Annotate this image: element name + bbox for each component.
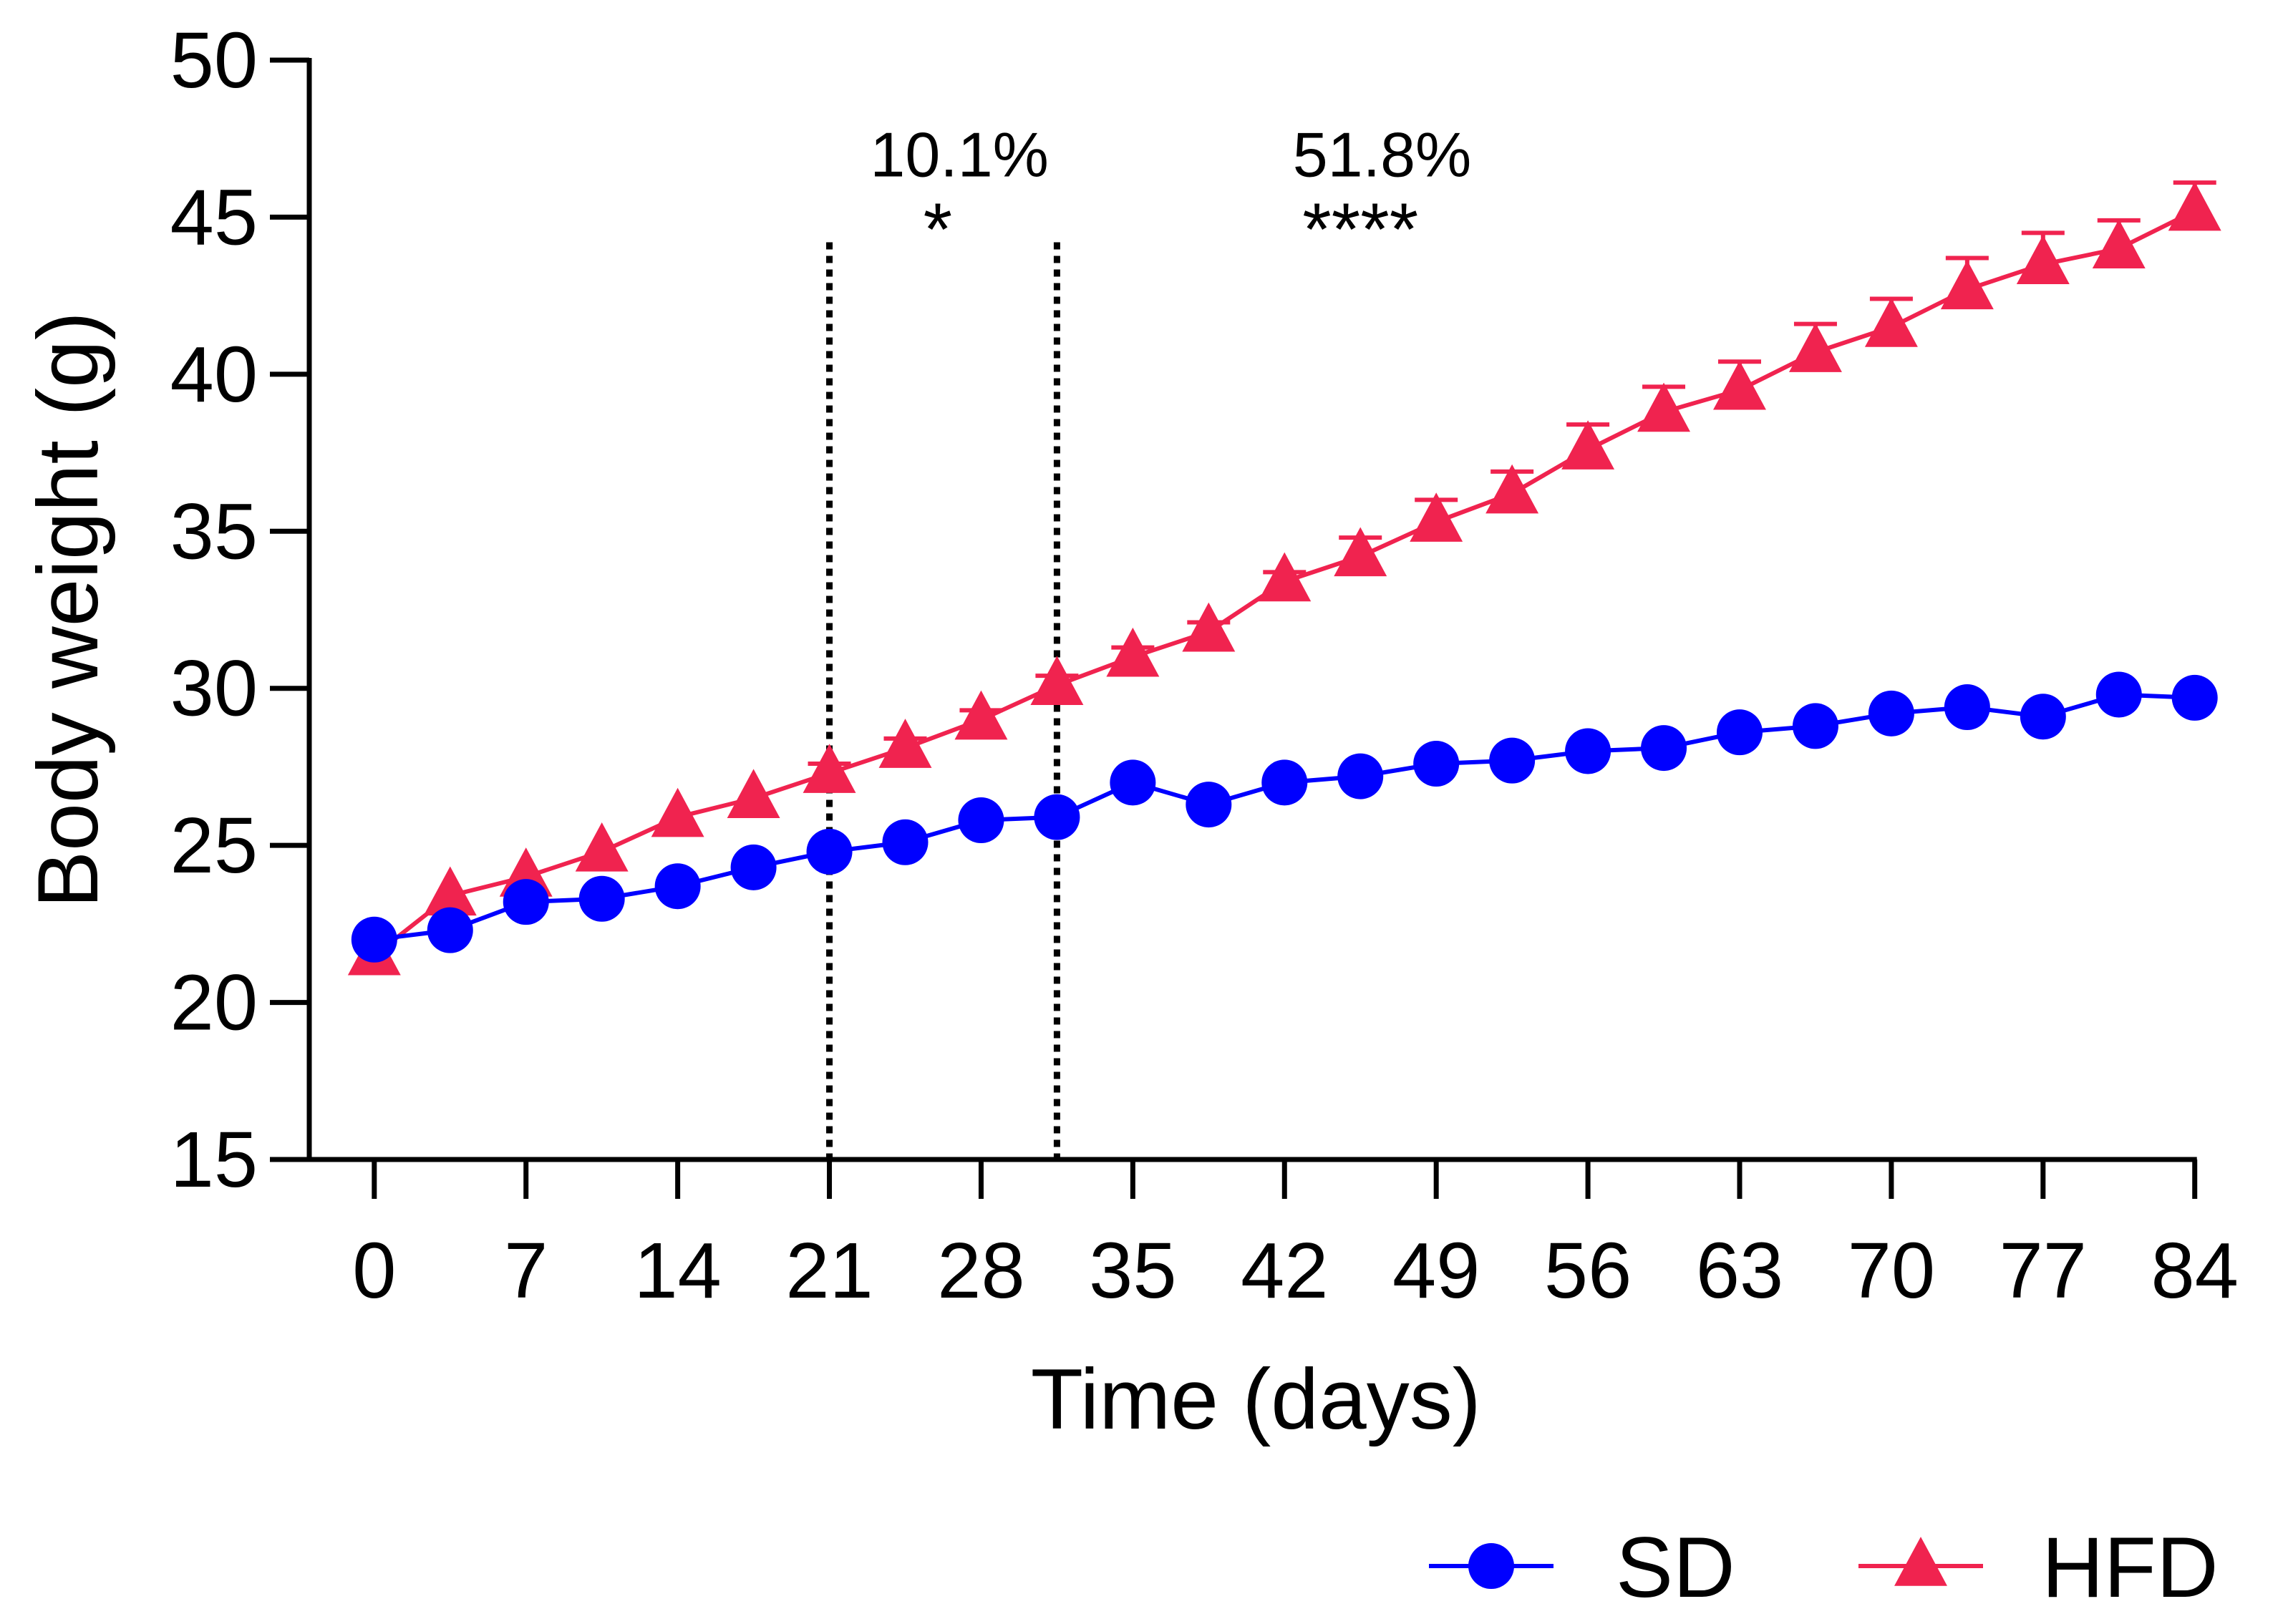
data-point-sd [1110, 759, 1156, 806]
data-point-hfd [878, 719, 932, 768]
y-tick-label: 15 [170, 1116, 258, 1204]
data-point-hfd [1410, 492, 1463, 542]
data-point-sd [730, 844, 777, 890]
annotations: 10.1%* 51.8%**** [870, 119, 1471, 271]
data-point-sd [1792, 703, 1838, 749]
data-point-hfd [651, 787, 704, 837]
x-tick-label: 70 [1848, 1227, 1935, 1315]
data-point-sd [1034, 794, 1080, 840]
data-point-hfd [1561, 420, 1615, 470]
legend-item-sd: SD [1429, 1520, 1735, 1615]
series-hfd [347, 180, 2221, 976]
series [347, 180, 2221, 976]
series-line-sd [374, 692, 2195, 942]
y-tick-label: 25 [170, 802, 258, 890]
legend-sd-marker [1468, 1543, 1514, 1589]
x-tick-label: 35 [1089, 1227, 1176, 1315]
data-point-hfd [1182, 602, 1236, 652]
x-axis-title: Time (days) [1031, 1351, 1481, 1447]
annotation-label: 51.8% [1293, 119, 1472, 190]
series-sd [351, 671, 2218, 963]
legend-hfd-marker [1894, 1537, 1947, 1586]
x-tick-label: 77 [2000, 1227, 2087, 1315]
vertical-marker-lines [826, 242, 1060, 1159]
data-point-sd [2095, 671, 2142, 718]
data-point-hfd [1713, 360, 1766, 410]
x-ticks: 0 7 14 21 28 35 42 49 56 63 70 77 84 [352, 1159, 2239, 1315]
data-point-hfd [727, 769, 780, 819]
data-point-sd [2020, 694, 2066, 740]
data-point-sd [2171, 674, 2218, 721]
data-point-hfd [2016, 235, 2070, 284]
data-point-sd [882, 819, 929, 865]
x-tick-label: 63 [1696, 1227, 1783, 1315]
x-tick-label: 0 [352, 1227, 396, 1315]
annotation-label: 10.1% [870, 119, 1049, 190]
data-point-sd [1641, 725, 1687, 772]
data-point-sd [503, 879, 549, 925]
y-tick-label: 45 [170, 173, 258, 261]
y-axis-title: Body weight (g) [20, 311, 116, 908]
data-point-hfd [575, 822, 629, 872]
data-point-sd [1489, 737, 1536, 784]
data-point-sd [1261, 759, 1308, 806]
data-point-hfd [1485, 464, 1539, 514]
annotation-label: * [924, 188, 952, 271]
data-point-sd [351, 916, 397, 963]
data-point-sd [958, 797, 1004, 844]
y-tick-label: 50 [170, 16, 258, 104]
data-point-sd [1944, 684, 1990, 731]
data-point-sd [578, 875, 625, 922]
data-point-hfd [423, 866, 477, 916]
data-point-hfd [2092, 219, 2146, 269]
data-point-hfd [2168, 181, 2221, 231]
data-point-hfd [1106, 627, 1160, 677]
data-point-sd [1337, 753, 1384, 799]
x-tick-label: 7 [504, 1227, 548, 1315]
data-point-hfd [954, 690, 1008, 740]
x-tick-label: 56 [1544, 1227, 1632, 1315]
data-point-sd [427, 907, 473, 953]
x-tick-label: 14 [634, 1227, 721, 1315]
legend-sd-label: SD [1616, 1520, 1735, 1615]
y-tick-label: 35 [170, 487, 258, 575]
data-point-hfd [1864, 298, 1918, 347]
legend: SD HFD [1429, 1520, 2219, 1615]
y-tick-label: 30 [170, 645, 258, 733]
data-point-hfd [1030, 656, 1084, 706]
x-tick-label: 28 [937, 1227, 1024, 1315]
data-point-sd [1717, 709, 1763, 756]
data-point-hfd [1334, 527, 1387, 577]
x-tick-label: 84 [2151, 1227, 2239, 1315]
data-point-sd [1565, 728, 1611, 774]
x-tick-label: 42 [1241, 1227, 1328, 1315]
y-ticks: 15 20 25 30 35 40 45 50 [170, 16, 309, 1204]
data-point-hfd [1258, 552, 1312, 602]
data-point-sd [1186, 782, 1232, 828]
annotation-label: **** [1302, 188, 1418, 271]
data-point-hfd [803, 744, 856, 793]
data-point-sd [806, 828, 853, 875]
data-point-hfd [1788, 323, 1842, 372]
y-tick-label: 40 [170, 331, 258, 419]
data-point-sd [654, 863, 701, 910]
legend-item-hfd: HFD [1858, 1520, 2219, 1615]
legend-hfd-label: HFD [2042, 1520, 2219, 1615]
x-tick-label: 49 [1392, 1227, 1480, 1315]
axes [306, 58, 2197, 1162]
data-point-sd [1413, 741, 1460, 787]
x-tick-label: 21 [785, 1227, 873, 1315]
data-point-hfd [1940, 260, 1994, 310]
data-point-sd [1868, 690, 1914, 736]
y-tick-label: 20 [170, 959, 258, 1047]
data-point-hfd [1637, 382, 1691, 432]
